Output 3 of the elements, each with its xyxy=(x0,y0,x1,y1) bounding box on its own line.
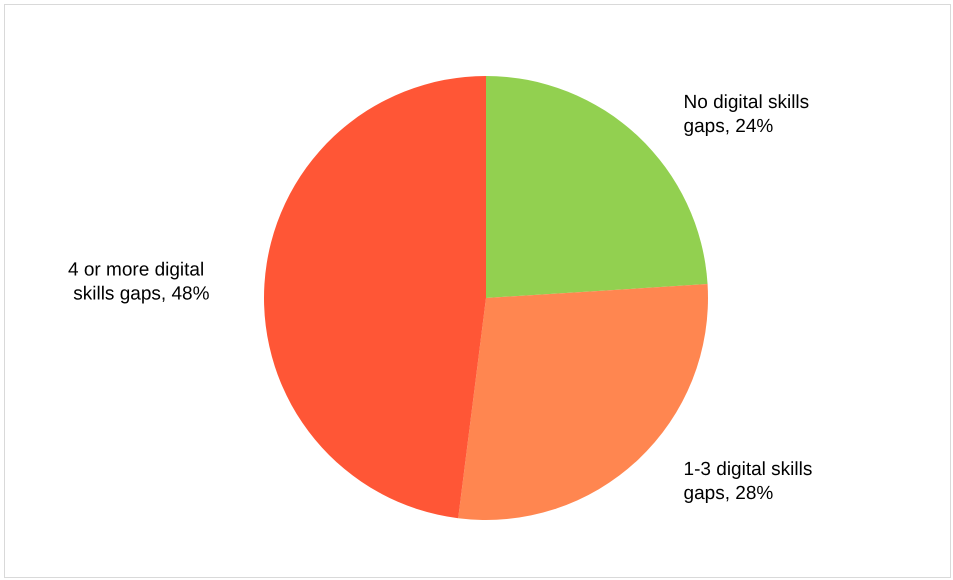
slice-label: 4 or more digital skills gaps, 48% xyxy=(68,260,210,305)
slice-label: 1-3 digital skills gaps, 28% xyxy=(684,459,818,504)
slice-label: No digital skills gaps, 24% xyxy=(684,92,814,137)
